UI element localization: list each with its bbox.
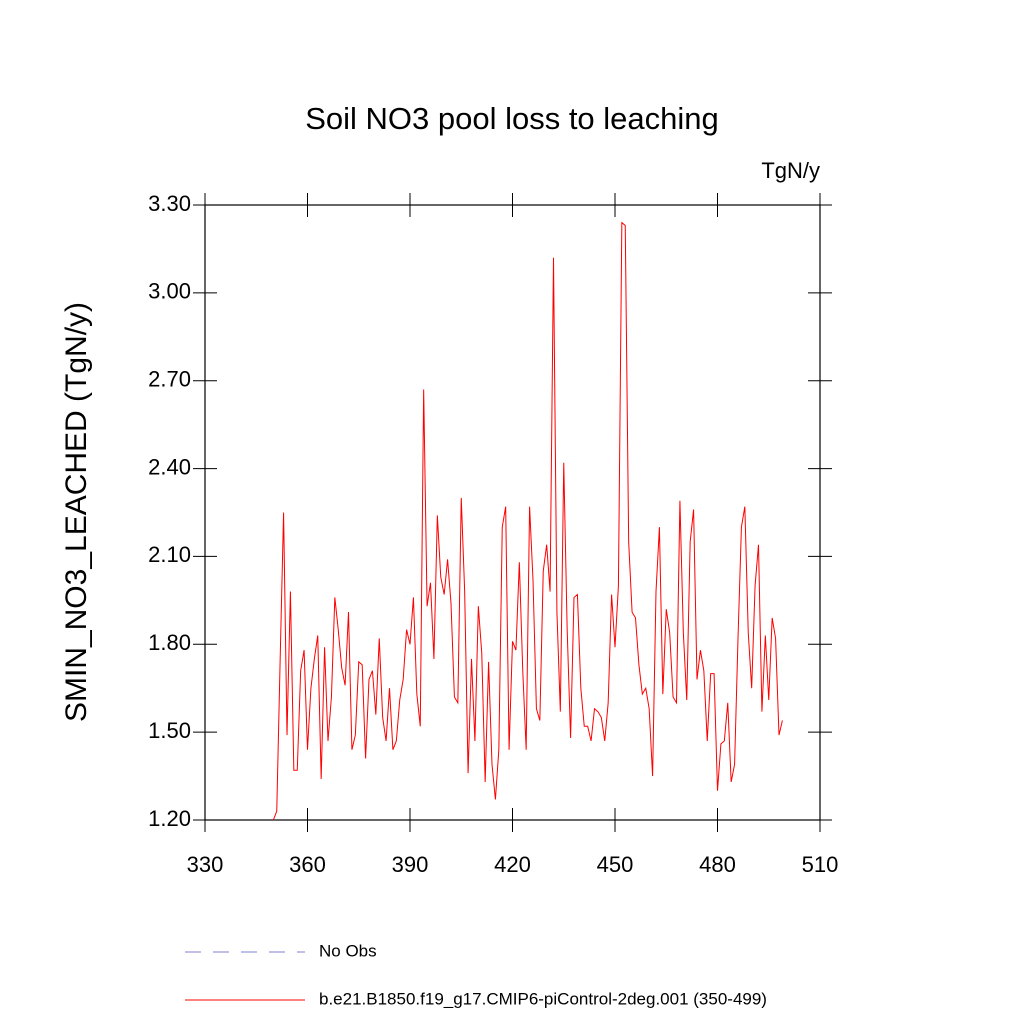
x-tick-label: 420 bbox=[494, 852, 531, 877]
y-tick-label: 3.30 bbox=[148, 191, 191, 216]
y-tick-label: 1.50 bbox=[148, 718, 191, 743]
y-tick-label: 2.10 bbox=[148, 542, 191, 567]
units-label: TgN/y bbox=[761, 158, 820, 183]
legend-label: No Obs bbox=[319, 941, 377, 960]
y-tick-label: 3.00 bbox=[148, 279, 191, 304]
y-axis-title: SMIN_NO3_LEACHED (TgN/y) bbox=[60, 302, 93, 722]
x-tick-label: 390 bbox=[392, 852, 429, 877]
y-tick-label: 2.70 bbox=[148, 367, 191, 392]
x-tick-label: 480 bbox=[699, 852, 736, 877]
legend-label: b.e21.B1850.f19_g17.CMIP6-piControl-2deg… bbox=[319, 989, 767, 1008]
y-tick-label: 2.40 bbox=[148, 454, 191, 479]
plot-frame bbox=[204, 204, 821, 821]
chart-title: Soil NO3 pool loss to leaching bbox=[305, 101, 719, 136]
y-tick-label: 1.20 bbox=[148, 806, 191, 831]
x-tick-label: 510 bbox=[802, 852, 839, 877]
x-tick-label: 450 bbox=[597, 852, 634, 877]
x-tick-label: 360 bbox=[289, 852, 326, 877]
data-line bbox=[272, 221, 783, 821]
y-tick-label: 1.80 bbox=[148, 630, 191, 655]
x-tick-label: 330 bbox=[187, 852, 224, 877]
